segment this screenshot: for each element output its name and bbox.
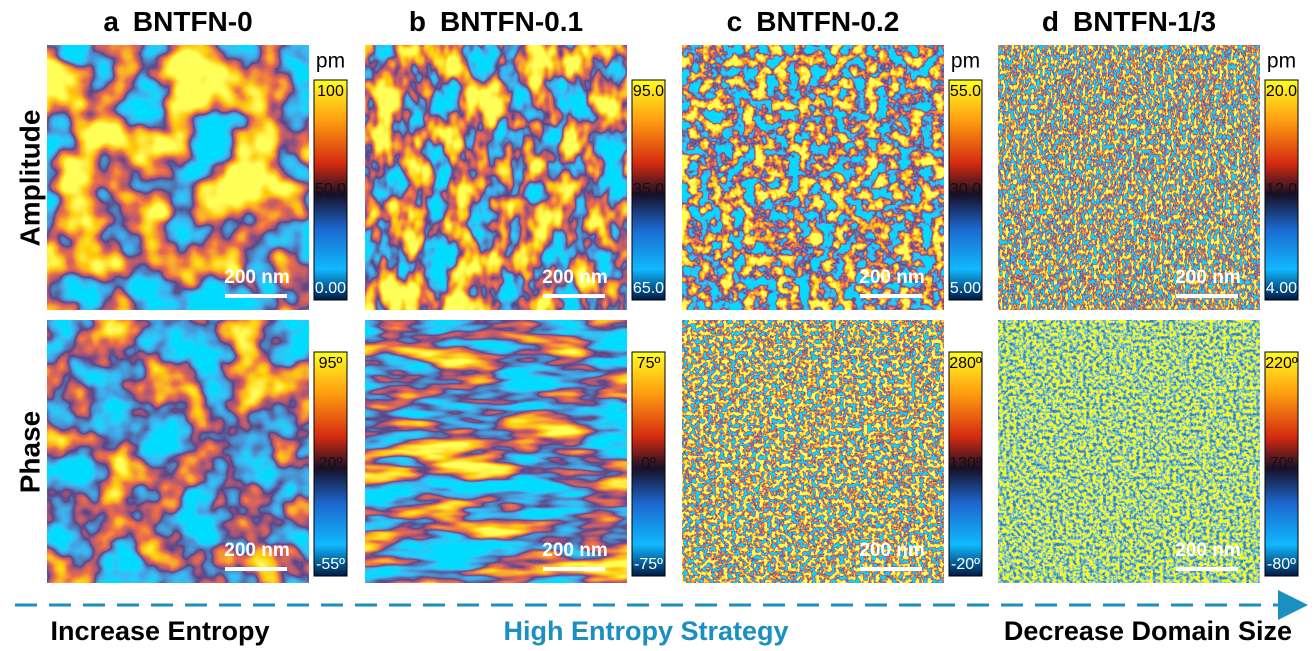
colorbar-label: 95.0	[633, 83, 664, 100]
scale-bar-label: 200 nm	[224, 540, 289, 561]
footer-center: High Entropy Strategy	[503, 616, 788, 646]
colorbar-label: 280º	[949, 355, 982, 372]
colorbar-label: 0.00	[315, 280, 346, 297]
colorbar-label: 220º	[1265, 355, 1298, 372]
colorbar-label: 50.0	[315, 181, 346, 198]
scale-bar-label: 200 nm	[542, 540, 607, 561]
panel-letter: a	[103, 6, 119, 37]
colorbar-label: 130º	[949, 455, 982, 472]
colorbar-label: 20º	[319, 455, 343, 472]
panel-name: BNTFN-1/3	[1073, 6, 1216, 37]
colorbar-label: 100	[317, 83, 344, 100]
scale-bar-label: 200 nm	[542, 267, 607, 288]
panel-title: c BNTFN-0.2	[727, 6, 900, 37]
footer-right: Decrease Domain Size	[1004, 616, 1292, 646]
colorbar-label: 95º	[319, 355, 343, 372]
panel-letter: c	[727, 6, 743, 37]
panel-letter: b	[409, 6, 426, 37]
panel-title: a BNTFN-0	[103, 6, 252, 37]
colorbar-label: 12.0	[1266, 181, 1297, 198]
colorbar-label: 35.0	[633, 181, 664, 198]
panel-letter: d	[1042, 6, 1059, 37]
footer-left: Increase Entropy	[50, 616, 269, 646]
panel-title: b BNTFN-0.1	[409, 6, 583, 37]
colorbar-label: -80º	[1267, 556, 1296, 573]
colorbar-label: 5.00	[950, 280, 981, 297]
colorbar-label: -55º	[316, 556, 345, 573]
panel-name: BNTFN-0.2	[756, 6, 899, 37]
colorbar-label: -20º	[951, 556, 980, 573]
panel-title: d BNTFN-1/3	[1042, 6, 1216, 37]
colorbar-label: 75º	[637, 355, 661, 372]
colorbar-label: -75º	[634, 556, 663, 573]
panel-name: BNTFN-0.1	[440, 6, 583, 37]
panel-name: BNTFN-0	[133, 6, 253, 37]
colorbar-label: 30.0	[950, 181, 981, 198]
figure: Amplitude Phase Increase Entropy High En…	[0, 0, 1314, 651]
colorbar-label: 20.0	[1266, 83, 1297, 100]
colorbar-unit: pm	[951, 50, 980, 73]
colorbar-label: 65.0	[633, 280, 664, 297]
scale-bar-label: 200 nm	[1175, 540, 1240, 561]
colorbar-label: 55.0	[950, 83, 981, 100]
colorbar-unit: pm	[316, 50, 345, 73]
colorbar-label: 0º	[641, 455, 656, 472]
row-label: Phase	[14, 411, 45, 494]
scale-bar-label: 200 nm	[859, 540, 924, 561]
scale-bar-label: 200 nm	[1175, 267, 1240, 288]
scale-bar-label: 200 nm	[224, 267, 289, 288]
scale-bar-label: 200 nm	[859, 267, 924, 288]
row-label: Amplitude	[14, 110, 45, 247]
colorbar-label: 4.00	[1266, 280, 1297, 297]
colorbar-label: 70º	[1270, 455, 1294, 472]
colorbar-unit: pm	[1267, 50, 1296, 73]
